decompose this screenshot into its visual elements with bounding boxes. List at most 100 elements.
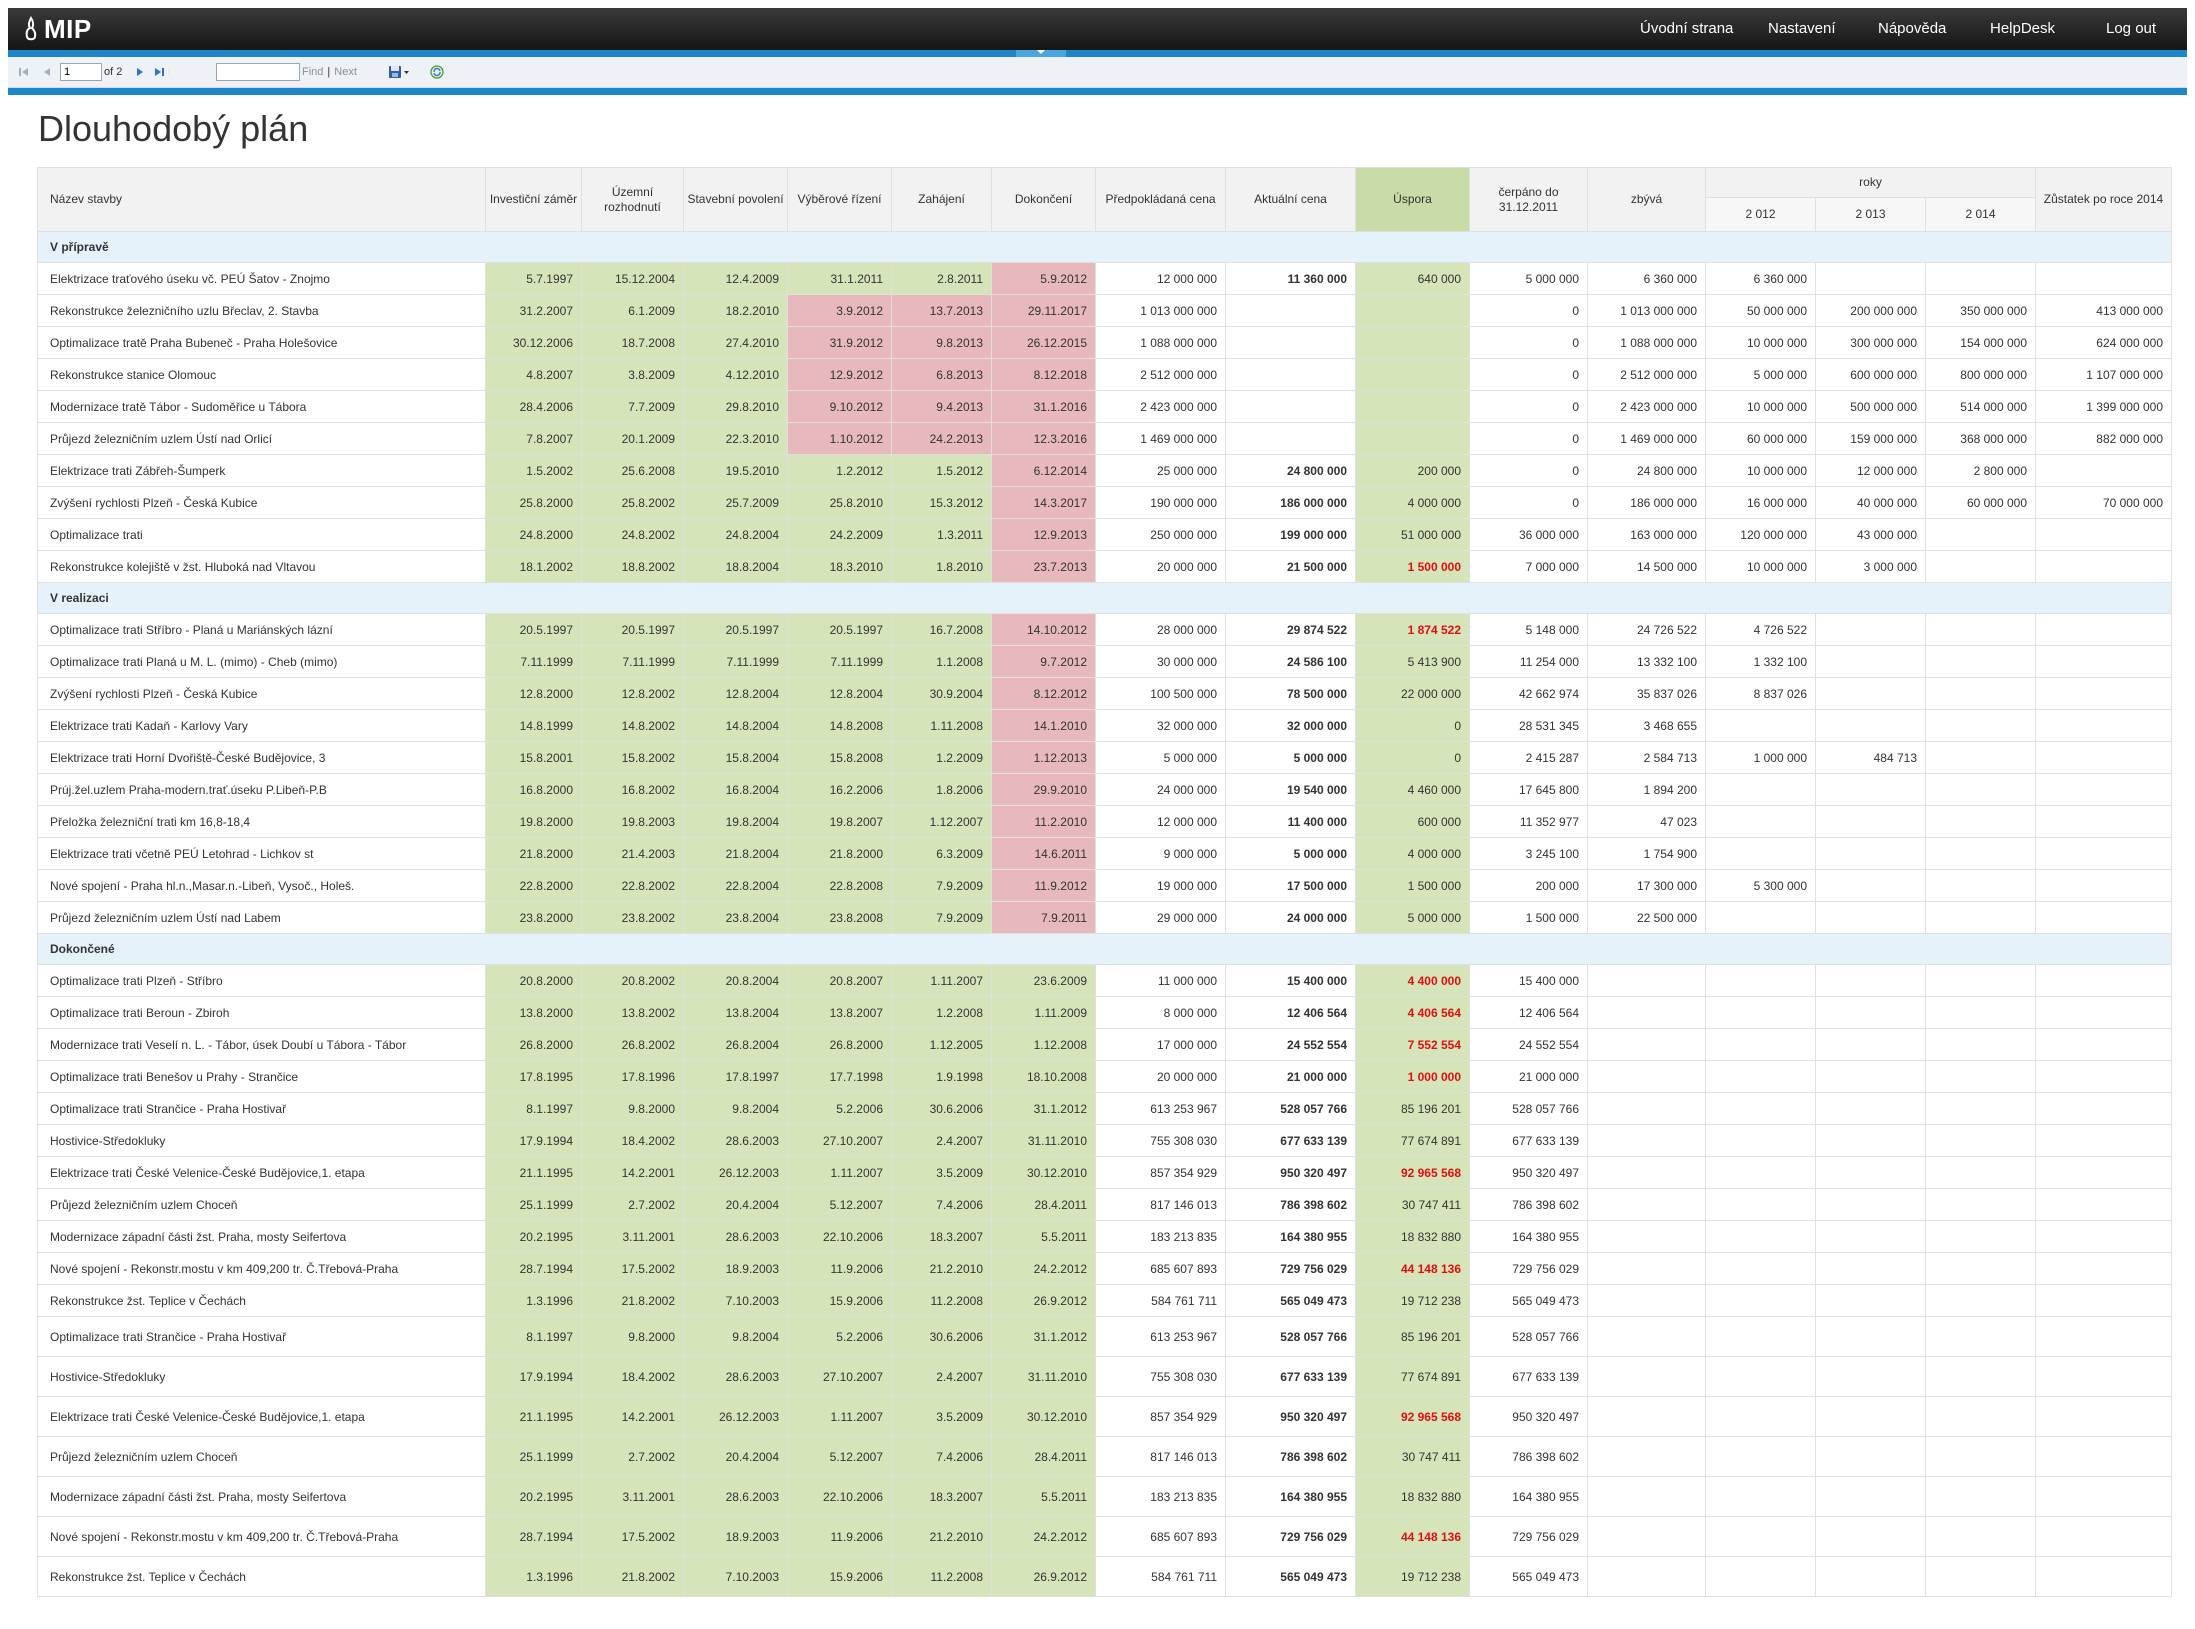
table-row[interactable]: Nové spojení - Rekonstr.mostu v km 409,2… — [37, 1252, 2173, 1285]
cell-predpokladana-cena: 183 213 835 — [1095, 1476, 1226, 1517]
header-year-2012[interactable]: 2 012 — [1705, 197, 1816, 232]
last-page-icon[interactable] — [153, 66, 165, 78]
cell-zustatek — [2035, 773, 2173, 806]
cell-year-2012: 6 360 000 — [1705, 262, 1816, 295]
nav-link-2[interactable]: Nápověda — [1878, 20, 1947, 37]
cell-year-2014 — [1924, 1124, 2037, 1157]
cell-vyberove-rizeni: 24.2.2009 — [787, 518, 892, 551]
table-row[interactable]: Optimalizace trati Strančice - Praha Hos… — [37, 1092, 2173, 1125]
table-row[interactable]: Rekonstrukce železničního uzlu Břeclav, … — [37, 294, 2173, 327]
table-row[interactable]: Rekonstrukce stanice Olomouc 4.8.2007 3.8.… — [37, 358, 2173, 391]
table-row[interactable]: Modernizace západní části žst. Praha, mo… — [37, 1220, 2173, 1253]
app-logo[interactable]: MIP — [22, 14, 92, 44]
nav-link-1[interactable]: Nastavení — [1768, 20, 1836, 37]
header-year-2013[interactable]: 2 013 — [1815, 197, 1926, 232]
header-zbyva[interactable]: zbývá — [1587, 167, 1706, 232]
cell-dokonceni: 26.12.2015 — [991, 326, 1096, 359]
table-row[interactable]: Nové spojení - Praha hl.n.,Masar.n.-Libe… — [37, 869, 2173, 902]
table-row[interactable]: Prúj.žel.uzlem Praha-modern.trať.úseku P… — [37, 773, 2173, 806]
cell-name: Průjezd železničním uzlem Choceň — [37, 1188, 486, 1221]
table-row[interactable]: Optimalizace trati Plzeň - Stříbro 20.8.2… — [37, 964, 2173, 997]
header-zahajeni[interactable]: Zahájení — [891, 167, 992, 232]
cell-vyberove-rizeni: 13.8.2007 — [787, 996, 892, 1029]
table-row[interactable]: Optimalizace trati Strančice - Praha Hos… — [37, 1316, 2173, 1357]
table-row[interactable]: Hostivice-Středokluky 17.9.1994 18.4.2002 2… — [37, 1356, 2173, 1397]
table-row[interactable]: Průjezd železničním uzlem Choceň 25.1.199… — [37, 1188, 2173, 1221]
header-uspora[interactable]: Úspora — [1355, 167, 1470, 232]
find-link[interactable]: Find — [302, 66, 324, 78]
table-row[interactable]: Optimalizace trati 24.8.2000 24.8.2002 24.8… — [37, 518, 2173, 551]
table-row[interactable]: Rekonstrukce kolejiště v žst. Hluboká na… — [37, 550, 2173, 583]
table-row[interactable]: Hostivice-Středokluky 17.9.1994 18.4.2002 2… — [37, 1124, 2173, 1157]
cell-year-2012: 50 000 000 — [1705, 294, 1816, 327]
cell-zbyva: 2 512 000 000 — [1587, 358, 1706, 391]
header-stavebni-povoleni[interactable]: Stavební povolení — [683, 167, 788, 232]
cell-cerpano: 42 662 974 — [1469, 677, 1588, 710]
header-dokonceni[interactable]: Dokončení — [991, 167, 1096, 232]
header-year-2014[interactable]: 2 014 — [1924, 197, 2037, 232]
cell-uzemni-rozhodnuti: 21.4.2003 — [581, 837, 684, 870]
cell-name: Modernizace tratě Tábor - Sudoměřice u T… — [37, 390, 486, 423]
table-row[interactable]: Rekonstrukce žst. Teplice v Čechách 1.3.1… — [37, 1284, 2173, 1317]
cell-zustatek: 1 107 000 000 — [2035, 358, 2173, 391]
table-row[interactable]: Průjezd železničním uzlem Ústí nad Orlic… — [37, 422, 2173, 455]
table-row[interactable]: Modernizace západní části žst. Praha, mo… — [37, 1476, 2173, 1517]
page-number-input[interactable] — [60, 63, 102, 81]
table-row[interactable]: Elektrizace trati České Velenice-České B… — [37, 1396, 2173, 1437]
table-row[interactable]: Rekonstrukce žst. Teplice v Čechách 1.3.1… — [37, 1556, 2173, 1597]
cell-investicni-zamer: 1.3.1996 — [485, 1556, 582, 1597]
cell-year-2014: 154 000 000 — [1924, 326, 2037, 359]
header-uzemni-rozhodnuti[interactable]: Územní rozhodnutí — [581, 167, 684, 232]
cell-zbyva: 35 837 026 — [1587, 677, 1706, 710]
header-predpokladana-cena[interactable]: Předpokládaná cena — [1095, 167, 1226, 232]
cell-investicni-zamer: 13.8.2000 — [485, 996, 582, 1029]
table-row[interactable]: Přeložka železniční trati km 16,8-18,4 19… — [37, 805, 2173, 838]
cell-dokonceni: 11.2.2010 — [991, 805, 1096, 838]
header-roky: roky — [1704, 167, 2037, 198]
table-row[interactable]: Elektrizace trati České Velenice-České B… — [37, 1156, 2173, 1189]
collapse-toggle[interactable] — [1016, 50, 1066, 57]
table-row[interactable]: Zvýšení rychlosti Plzeň - Česká Kubice 12… — [37, 677, 2173, 710]
header-aktualni-cena[interactable]: Aktuální cena — [1225, 167, 1356, 232]
cell-uspora: 44 148 136 — [1355, 1516, 1470, 1557]
table-row[interactable]: Průjezd železničním uzlem Ústí nad Labem… — [37, 901, 2173, 934]
cell-investicni-zamer: 14.8.1999 — [485, 709, 582, 742]
header-zustatek[interactable]: Zůstatek po roce 2014 — [2035, 167, 2173, 232]
table-row[interactable]: Optimalizace tratě Praha Bubeneč - Praha… — [37, 326, 2173, 359]
table-row[interactable]: Nové spojení - Rekonstr.mostu v km 409,2… — [37, 1516, 2173, 1557]
header-vyberove-rizeni[interactable]: Výběrové řízení — [787, 167, 892, 232]
table-row[interactable]: Elektrizace trati včetně PEÚ Letohrad - … — [37, 837, 2173, 870]
nav-link-3[interactable]: HelpDesk — [1990, 20, 2056, 37]
first-page-icon[interactable] — [18, 66, 30, 78]
nav-link-0[interactable]: Úvodní strana — [1640, 20, 1734, 37]
table-row[interactable]: Elektrizace traťového úseku vč. PEÚ Šato… — [37, 262, 2173, 295]
table-row[interactable]: Optimalizace trati Planá u M. L. (mimo) … — [37, 645, 2173, 678]
cell-year-2014 — [1924, 262, 2037, 295]
cell-zbyva: 186 000 000 — [1587, 486, 1706, 519]
cell-dokonceni: 31.1.2016 — [991, 390, 1096, 423]
cell-year-2014 — [1924, 1028, 2037, 1061]
refresh-icon[interactable] — [430, 65, 444, 79]
next-page-icon[interactable] — [134, 66, 146, 78]
header-cerpano[interactable]: čerpáno do 31.12.2011 — [1469, 167, 1588, 232]
cell-dokonceni: 5.9.2012 — [991, 262, 1096, 295]
cell-stavebni-povoleni: 14.8.2004 — [683, 709, 788, 742]
table-row[interactable]: Optimalizace trati Stříbro - Planá u Mar… — [37, 613, 2173, 646]
table-row[interactable]: Optimalizace trati Beroun - Zbiroh 13.8.2… — [37, 996, 2173, 1029]
table-row[interactable]: Optimalizace trati Benešov u Prahy - Str… — [37, 1060, 2173, 1093]
table-row[interactable]: Elektrizace trati Zábřeh-Šumperk 1.5.2002… — [37, 454, 2173, 487]
nav-link-4[interactable]: Log out — [2106, 20, 2157, 37]
table-row[interactable]: Modernizace trati Veselí n. L. - Tábor, … — [37, 1028, 2173, 1061]
find-input[interactable] — [216, 63, 300, 81]
table-row[interactable]: Elektrizace trati Kadaň - Karlovy Vary 14… — [37, 709, 2173, 742]
header-name[interactable]: Název stavby — [37, 167, 486, 232]
next-link[interactable]: Next — [334, 66, 357, 78]
previous-page-icon[interactable] — [41, 66, 53, 78]
table-row[interactable]: Zvýšení rychlosti Plzeň - Česká Kubice 25… — [37, 486, 2173, 519]
export-icon[interactable] — [388, 65, 410, 79]
table-row[interactable]: Modernizace tratě Tábor - Sudoměřice u T… — [37, 390, 2173, 423]
header-investicni-zamer[interactable]: Investiční záměr — [485, 167, 582, 232]
table-row[interactable]: Elektrizace trati Horní Dvořiště-České B… — [37, 741, 2173, 774]
table-row[interactable]: Průjezd železničním uzlem Choceň 25.1.199… — [37, 1436, 2173, 1477]
cell-vyberove-rizeni: 23.8.2008 — [787, 901, 892, 934]
